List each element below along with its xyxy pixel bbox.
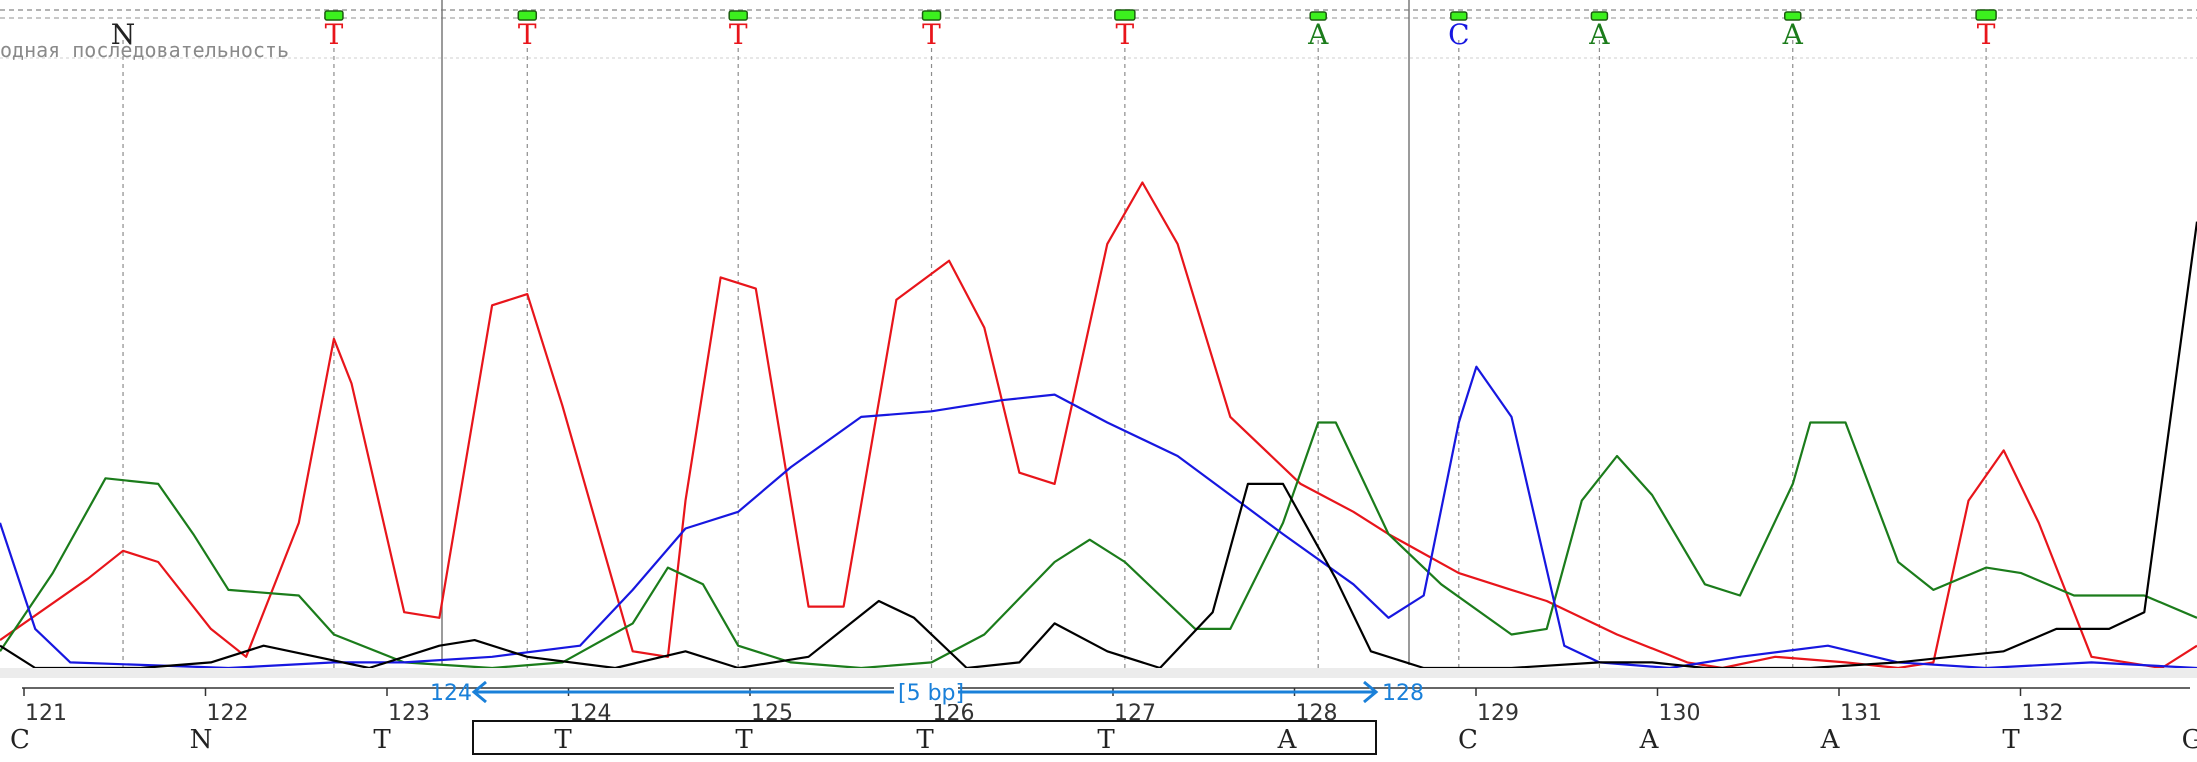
selection-arrow-right-head — [1363, 680, 1379, 704]
consensus-base-1[interactable]: N — [190, 725, 213, 755]
base-call-10[interactable]: T — [1977, 18, 1996, 51]
consensus-base-4[interactable]: T — [735, 725, 753, 755]
base-call-9[interactable]: A — [1782, 18, 1804, 51]
quality-bar-4 — [921, 10, 942, 21]
ruler-number-130: 130 — [1659, 701, 1701, 726]
base-call-3[interactable]: T — [729, 18, 748, 51]
base-call-0[interactable]: N — [111, 18, 136, 51]
base-call-8[interactable]: A — [1588, 18, 1610, 51]
ruler-number-124: 124 — [570, 701, 612, 726]
trace-A — [0, 421, 2197, 670]
quality-bar-10 — [1975, 9, 1997, 21]
base-call-2[interactable]: T — [518, 18, 537, 51]
quality-bar-3 — [728, 10, 748, 21]
reference-sequence-label: одная последовательность — [0, 38, 289, 62]
trace-baseline-band — [0, 668, 2197, 678]
base-call-5[interactable]: T — [1116, 18, 1135, 51]
consensus-base-0[interactable]: C — [10, 725, 30, 755]
consensus-base-3[interactable]: T — [554, 725, 572, 755]
consensus-base-8[interactable]: C — [1458, 725, 1478, 755]
consensus-base-12[interactable]: G — [2182, 725, 2197, 755]
consensus-base-10[interactable]: A — [1820, 725, 1841, 755]
base-call-7[interactable]: C — [1448, 18, 1469, 51]
ruler-number-123: 123 — [388, 701, 430, 726]
ruler-number-132: 132 — [2022, 701, 2064, 726]
selection-end-label: 128 — [1382, 681, 1424, 706]
trace-T — [0, 181, 2197, 670]
selection-range[interactable]: 124 [5 bp] 128 — [430, 680, 1424, 706]
selection-start-label: 124 — [430, 681, 472, 706]
base-call-1[interactable]: T — [325, 18, 344, 51]
quality-bar-1 — [324, 10, 344, 21]
quality-bar-6 — [1309, 11, 1327, 21]
consensus-base-11[interactable]: T — [2002, 725, 2020, 755]
ruler-number-127: 127 — [1114, 701, 1156, 726]
ruler-number-121: 121 — [25, 701, 67, 726]
base-call-4[interactable]: T — [922, 18, 941, 51]
consensus-base-9[interactable]: A — [1639, 725, 1660, 755]
quality-bar-2 — [517, 10, 538, 21]
quality-bar-8 — [1590, 11, 1609, 21]
consensus-base-6[interactable]: T — [1097, 725, 1115, 755]
selection-length-label: [5 bp] — [898, 681, 964, 706]
selection-length-bg — [894, 680, 958, 704]
trace-C — [0, 365, 2197, 670]
quality-bar-7 — [1450, 11, 1468, 21]
consensus-selection-box[interactable] — [472, 720, 1377, 755]
base-call-6[interactable]: A — [1307, 18, 1329, 51]
selection-arrow-left-head — [471, 680, 487, 704]
consensus-base-5[interactable]: T — [916, 725, 934, 755]
consensus-base-7[interactable]: A — [1277, 725, 1298, 755]
quality-bar-5 — [1114, 9, 1136, 21]
ruler-number-131: 131 — [1840, 701, 1882, 726]
consensus-base-2[interactable]: T — [373, 725, 391, 755]
ruler-number-128: 128 — [1296, 701, 1338, 726]
ruler-number-122: 122 — [207, 701, 249, 726]
trace-G — [0, 221, 2197, 670]
ruler-number-125: 125 — [751, 701, 793, 726]
quality-bar-9 — [1784, 11, 1802, 21]
ruler-number-129: 129 — [1477, 701, 1519, 726]
